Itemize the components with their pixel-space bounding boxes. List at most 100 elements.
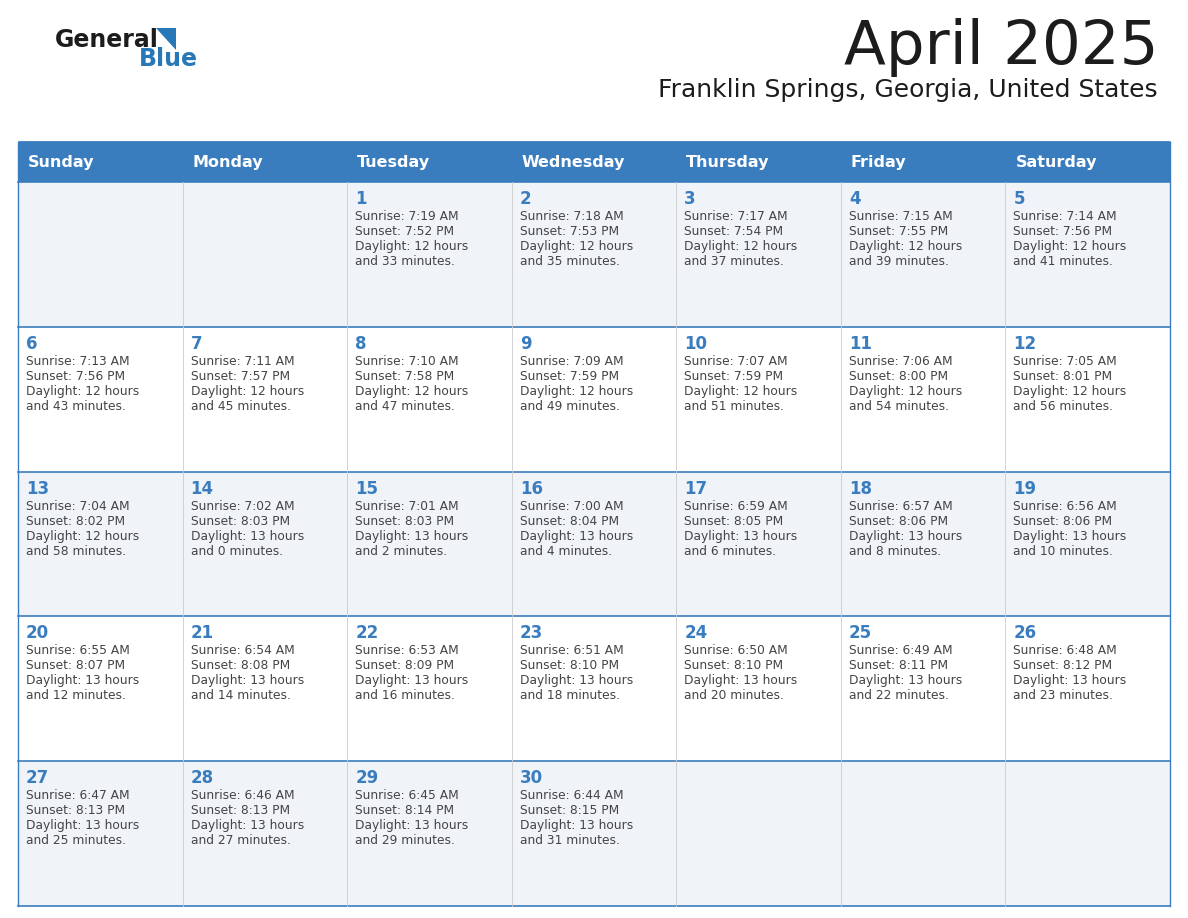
- Bar: [18, 472, 1170, 616]
- Text: Sunrise: 7:13 AM: Sunrise: 7:13 AM: [26, 354, 129, 368]
- Text: 3: 3: [684, 190, 696, 208]
- Text: and 51 minutes.: and 51 minutes.: [684, 400, 784, 413]
- Text: and 31 minutes.: and 31 minutes.: [519, 834, 620, 847]
- Bar: [1005, 142, 1170, 182]
- Text: Daylight: 13 hours: Daylight: 13 hours: [190, 819, 304, 833]
- Text: Sunset: 8:03 PM: Sunset: 8:03 PM: [355, 515, 454, 528]
- Text: and 56 minutes.: and 56 minutes.: [1013, 400, 1113, 413]
- Text: Sunrise: 6:44 AM: Sunrise: 6:44 AM: [519, 789, 624, 802]
- Text: 25: 25: [849, 624, 872, 643]
- Text: 13: 13: [26, 479, 49, 498]
- Bar: [18, 616, 1170, 761]
- Bar: [676, 142, 841, 182]
- Text: Daylight: 12 hours: Daylight: 12 hours: [519, 385, 633, 397]
- Text: Sunrise: 6:59 AM: Sunrise: 6:59 AM: [684, 499, 788, 512]
- Text: 8: 8: [355, 335, 367, 353]
- Bar: [183, 142, 347, 182]
- Text: Sunrise: 7:11 AM: Sunrise: 7:11 AM: [190, 354, 295, 368]
- Text: Sunrise: 7:05 AM: Sunrise: 7:05 AM: [1013, 354, 1117, 368]
- Text: Daylight: 13 hours: Daylight: 13 hours: [684, 675, 797, 688]
- Text: Daylight: 13 hours: Daylight: 13 hours: [1013, 675, 1126, 688]
- Text: Daylight: 12 hours: Daylight: 12 hours: [684, 385, 797, 397]
- Text: 11: 11: [849, 335, 872, 353]
- Text: Sunrise: 7:18 AM: Sunrise: 7:18 AM: [519, 210, 624, 223]
- Text: Daylight: 12 hours: Daylight: 12 hours: [26, 385, 139, 397]
- Text: General: General: [55, 28, 159, 52]
- Text: and 22 minutes.: and 22 minutes.: [849, 689, 949, 702]
- Text: Sunrise: 6:56 AM: Sunrise: 6:56 AM: [1013, 499, 1117, 512]
- Text: Sunset: 8:07 PM: Sunset: 8:07 PM: [26, 659, 125, 672]
- Text: Sunset: 8:11 PM: Sunset: 8:11 PM: [849, 659, 948, 672]
- Text: Sunset: 7:56 PM: Sunset: 7:56 PM: [26, 370, 125, 383]
- Text: 24: 24: [684, 624, 708, 643]
- Text: 19: 19: [1013, 479, 1037, 498]
- Text: Sunrise: 6:51 AM: Sunrise: 6:51 AM: [519, 644, 624, 657]
- Text: Sunset: 8:00 PM: Sunset: 8:00 PM: [849, 370, 948, 383]
- Text: Sunset: 8:08 PM: Sunset: 8:08 PM: [190, 659, 290, 672]
- Text: Sunset: 7:58 PM: Sunset: 7:58 PM: [355, 370, 454, 383]
- Text: Sunset: 7:52 PM: Sunset: 7:52 PM: [355, 225, 454, 238]
- Text: Sunrise: 7:09 AM: Sunrise: 7:09 AM: [519, 354, 624, 368]
- Text: Sunrise: 6:53 AM: Sunrise: 6:53 AM: [355, 644, 459, 657]
- Text: Sunset: 7:57 PM: Sunset: 7:57 PM: [190, 370, 290, 383]
- Text: 23: 23: [519, 624, 543, 643]
- Bar: [18, 327, 1170, 472]
- Text: Sunrise: 6:47 AM: Sunrise: 6:47 AM: [26, 789, 129, 802]
- Text: 15: 15: [355, 479, 378, 498]
- Text: 4: 4: [849, 190, 860, 208]
- Text: Sunrise: 6:45 AM: Sunrise: 6:45 AM: [355, 789, 459, 802]
- Text: Daylight: 13 hours: Daylight: 13 hours: [26, 675, 139, 688]
- Text: and 18 minutes.: and 18 minutes.: [519, 689, 620, 702]
- Text: 22: 22: [355, 624, 379, 643]
- Text: Sunrise: 7:17 AM: Sunrise: 7:17 AM: [684, 210, 788, 223]
- Text: Blue: Blue: [139, 47, 198, 71]
- Text: 6: 6: [26, 335, 38, 353]
- Text: and 41 minutes.: and 41 minutes.: [1013, 255, 1113, 268]
- Text: 9: 9: [519, 335, 531, 353]
- Text: 26: 26: [1013, 624, 1037, 643]
- Text: Sunset: 8:10 PM: Sunset: 8:10 PM: [519, 659, 619, 672]
- Text: and 29 minutes.: and 29 minutes.: [355, 834, 455, 847]
- Text: and 0 minutes.: and 0 minutes.: [190, 544, 283, 557]
- Text: 29: 29: [355, 769, 379, 788]
- Text: Sunset: 8:15 PM: Sunset: 8:15 PM: [519, 804, 619, 817]
- Text: Daylight: 13 hours: Daylight: 13 hours: [1013, 530, 1126, 543]
- Text: Sunset: 8:09 PM: Sunset: 8:09 PM: [355, 659, 454, 672]
- Text: 5: 5: [1013, 190, 1025, 208]
- Text: Daylight: 13 hours: Daylight: 13 hours: [355, 675, 468, 688]
- Text: and 6 minutes.: and 6 minutes.: [684, 544, 777, 557]
- Text: Daylight: 13 hours: Daylight: 13 hours: [519, 819, 633, 833]
- Text: Monday: Monday: [192, 154, 264, 170]
- Text: Sunset: 7:54 PM: Sunset: 7:54 PM: [684, 225, 783, 238]
- Text: 16: 16: [519, 479, 543, 498]
- Text: Sunset: 7:59 PM: Sunset: 7:59 PM: [684, 370, 783, 383]
- Text: and 45 minutes.: and 45 minutes.: [190, 400, 291, 413]
- Text: and 4 minutes.: and 4 minutes.: [519, 544, 612, 557]
- Text: Daylight: 13 hours: Daylight: 13 hours: [849, 530, 962, 543]
- Text: Sunset: 8:10 PM: Sunset: 8:10 PM: [684, 659, 783, 672]
- Text: Sunset: 7:59 PM: Sunset: 7:59 PM: [519, 370, 619, 383]
- Text: Thursday: Thursday: [687, 154, 770, 170]
- Text: Daylight: 12 hours: Daylight: 12 hours: [849, 385, 962, 397]
- Text: Sunrise: 7:10 AM: Sunrise: 7:10 AM: [355, 354, 459, 368]
- Text: Wednesday: Wednesday: [522, 154, 625, 170]
- Text: and 43 minutes.: and 43 minutes.: [26, 400, 126, 413]
- Text: Daylight: 12 hours: Daylight: 12 hours: [684, 240, 797, 253]
- Text: Daylight: 12 hours: Daylight: 12 hours: [1013, 385, 1126, 397]
- Text: Saturday: Saturday: [1016, 154, 1097, 170]
- Bar: [18, 142, 183, 182]
- Text: and 58 minutes.: and 58 minutes.: [26, 544, 126, 557]
- Text: and 47 minutes.: and 47 minutes.: [355, 400, 455, 413]
- Text: 17: 17: [684, 479, 707, 498]
- Text: Daylight: 13 hours: Daylight: 13 hours: [190, 675, 304, 688]
- Text: and 8 minutes.: and 8 minutes.: [849, 544, 941, 557]
- Text: and 27 minutes.: and 27 minutes.: [190, 834, 290, 847]
- Text: Sunrise: 6:55 AM: Sunrise: 6:55 AM: [26, 644, 129, 657]
- Polygon shape: [156, 28, 176, 50]
- Text: Sunrise: 6:57 AM: Sunrise: 6:57 AM: [849, 499, 953, 512]
- Text: Sunset: 8:06 PM: Sunset: 8:06 PM: [849, 515, 948, 528]
- Text: and 39 minutes.: and 39 minutes.: [849, 255, 949, 268]
- Text: Daylight: 12 hours: Daylight: 12 hours: [355, 385, 468, 397]
- Text: 10: 10: [684, 335, 707, 353]
- Text: Daylight: 13 hours: Daylight: 13 hours: [355, 819, 468, 833]
